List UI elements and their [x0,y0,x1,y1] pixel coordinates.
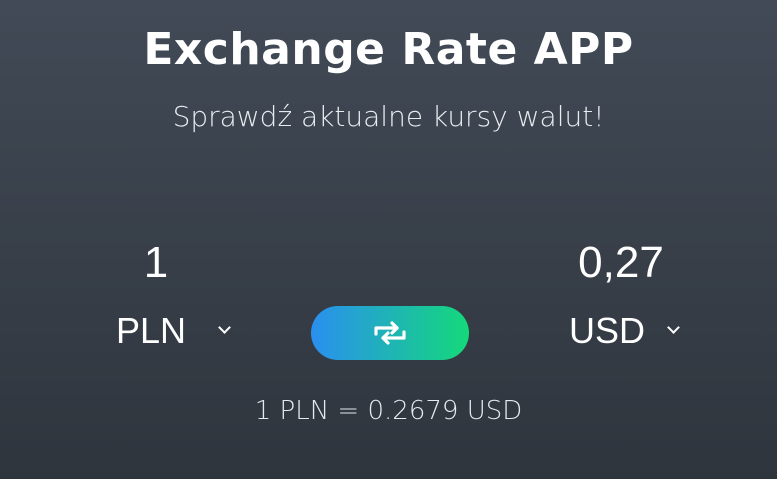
from-currency-select[interactable]: PLN [116,310,231,352]
chevron-down-icon [667,320,680,334]
chevron-down-icon [218,320,231,334]
to-currency-select[interactable]: USD [569,310,680,352]
from-amount[interactable]: 1 [143,238,169,287]
from-currency-label: PLN [116,310,187,351]
to-amount[interactable]: 0,27 [578,238,664,287]
swap-currencies-button[interactable] [311,306,469,360]
exchange-rate-text: 1 PLN = 0.2679 USD [254,396,523,426]
swap-arrows-icon [374,321,406,345]
app-subtitle: Sprawdź aktualne kursy walut! [172,100,605,133]
app-title: Exchange Rate APP [143,24,634,75]
to-currency-label: USD [569,310,646,351]
